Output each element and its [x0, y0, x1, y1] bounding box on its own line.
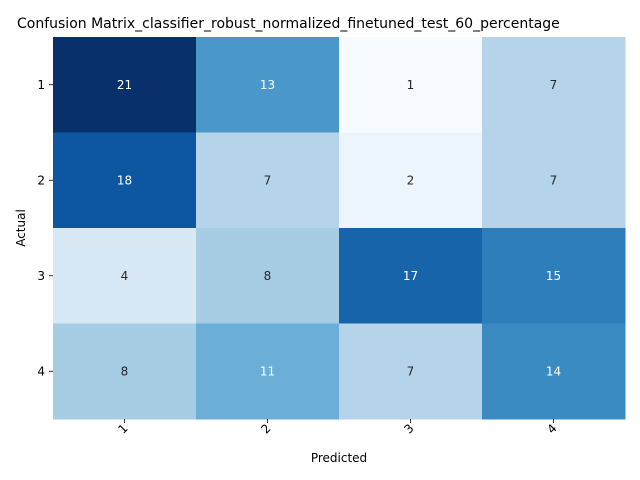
heatmap-cell-r2-c1 [53, 132, 197, 229]
heatmap-cell-r2-c3 [339, 132, 483, 229]
heatmap-cell-r3-c1 [53, 228, 197, 324]
cell-value-r3-c2: 8 [264, 269, 272, 283]
x-tick-label-4: 4 [544, 421, 559, 436]
cell-value-r1-c1: 21 [117, 78, 132, 92]
cell-value-r1-c4: 7 [550, 78, 558, 92]
cell-value-r3-c1: 4 [121, 269, 129, 283]
x-tick-label-3: 3 [401, 421, 416, 436]
cell-value-r4-c2: 11 [260, 364, 275, 378]
cell-value-r2-c2: 7 [264, 173, 272, 187]
cell-value-r2-c3: 2 [407, 173, 415, 187]
cell-value-r4-c1: 8 [121, 364, 129, 378]
x-axis-label: Predicted [311, 451, 367, 465]
cell-value-r3-c3: 17 [403, 269, 418, 283]
x-tick-label-1: 1 [115, 421, 130, 436]
x-tick-label-2: 2 [258, 421, 273, 436]
heatmap-cell-r1-c3 [339, 37, 483, 133]
heatmap-cell-r2-c2 [196, 132, 340, 229]
heatmap-cell-r1-c2 [196, 37, 340, 133]
heatmap-cell-r1-c1 [53, 37, 197, 133]
y-tick-label-4: 4 [37, 364, 45, 378]
y-tick-label-1: 1 [37, 78, 45, 92]
heatmap-cell-r4-c1 [53, 323, 197, 420]
y-tick-label-2: 2 [37, 173, 45, 187]
cell-value-r1-c3: 1 [407, 78, 415, 92]
heatmap-cell-r3-c4 [482, 228, 626, 324]
cell-value-r2-c1: 18 [117, 173, 132, 187]
cell-value-r4-c3: 7 [407, 364, 415, 378]
y-axis: 1 2 3 4 [37, 78, 53, 378]
heatmap-cell-r3-c3 [339, 228, 483, 324]
heatmap-cell-r2-c4 [482, 132, 626, 229]
cell-value-r3-c4: 15 [546, 269, 561, 283]
cell-value-r2-c4: 7 [550, 173, 558, 187]
y-tick-label-3: 3 [37, 269, 45, 283]
heatmap-cell-r1-c4 [482, 37, 626, 133]
heatmap-cells: 21 13 1 718 7 2 74 8 17 158 11 7 14 [53, 37, 626, 420]
heatmap-cell-r3-c2 [196, 228, 340, 324]
heatmap-cell-r4-c4 [482, 323, 626, 420]
cell-value-r4-c4: 14 [546, 364, 561, 378]
heatmap-cell-r4-c3 [339, 323, 483, 420]
cell-value-r1-c2: 13 [260, 78, 275, 92]
y-axis-label: Actual [14, 209, 28, 247]
chart-title: Confusion Matrix_classifier_robust_norma… [17, 16, 560, 32]
heatmap-cell-r4-c2 [196, 323, 340, 420]
x-axis: 1 2 3 4 [115, 419, 560, 437]
